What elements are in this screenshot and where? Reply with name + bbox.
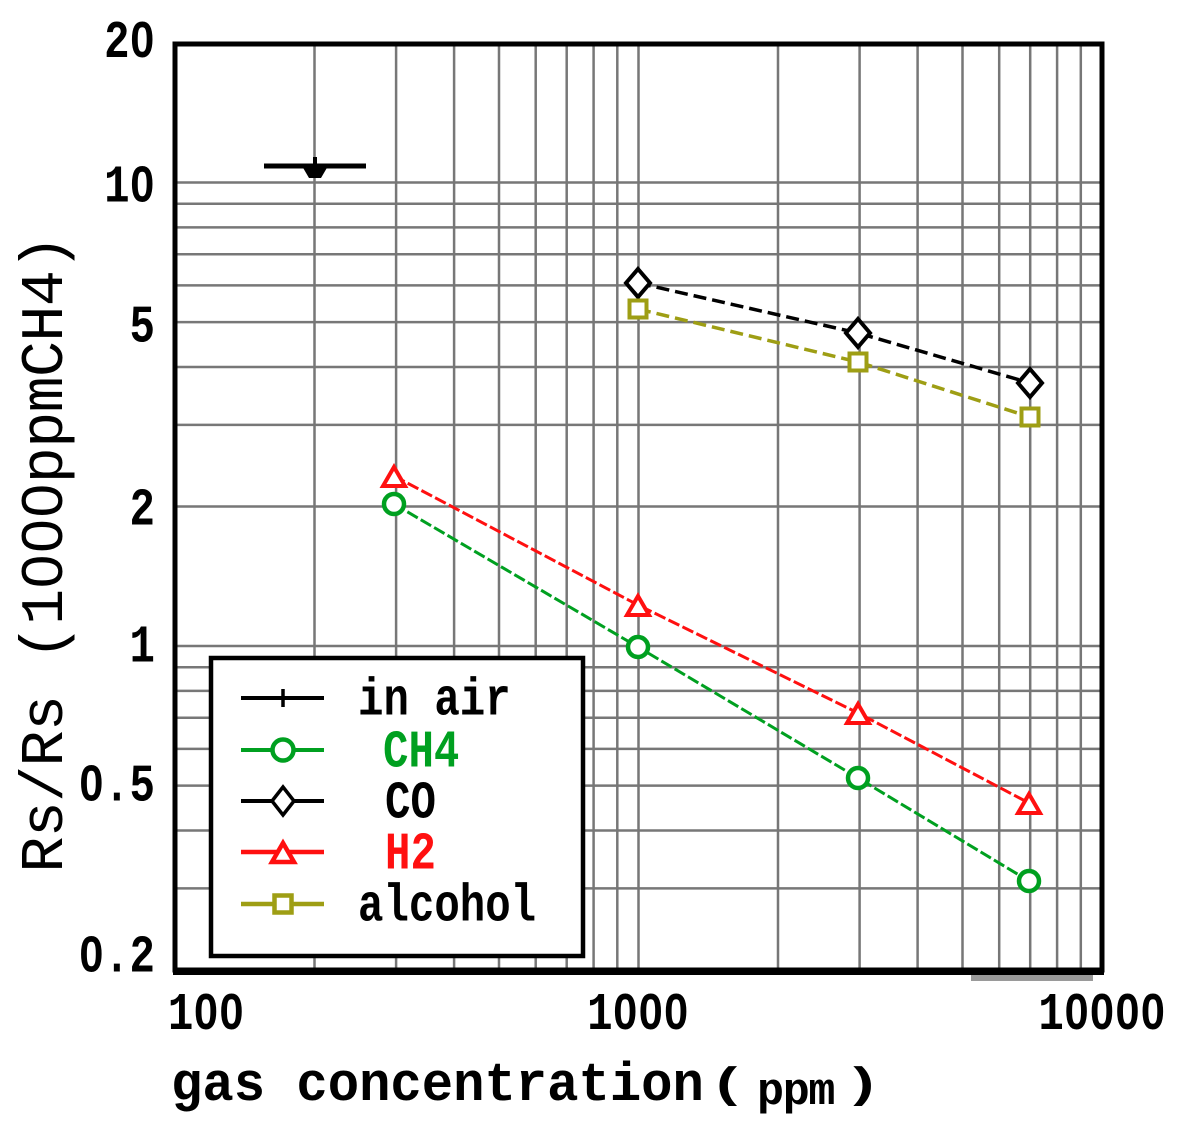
svg-text:1: 1 (130, 618, 155, 678)
svg-text:10000: 10000 (1038, 986, 1165, 1046)
svg-text:ppm: ppm (757, 1067, 834, 1118)
svg-text:(: ( (709, 1062, 746, 1111)
svg-text:gas concentration: gas concentration (171, 1055, 704, 1118)
svg-text:Rs/Rs (1000ppmCH4): Rs/Rs (1000ppmCH4) (13, 235, 81, 872)
svg-text:10: 10 (104, 158, 155, 218)
svg-text:H2: H2 (385, 825, 436, 885)
svg-text:alcohol: alcohol (358, 877, 536, 937)
svg-text:2: 2 (130, 481, 155, 541)
svg-text:CH4: CH4 (383, 723, 459, 783)
svg-text:100: 100 (168, 986, 244, 1046)
svg-text:0.5: 0.5 (79, 757, 155, 817)
svg-text:0.2: 0.2 (79, 928, 155, 988)
svg-text:1000: 1000 (587, 986, 689, 1046)
svg-text:CO: CO (385, 774, 436, 834)
svg-text:in air: in air (358, 671, 511, 731)
svg-text:): ) (844, 1062, 881, 1111)
svg-text:5: 5 (130, 298, 155, 358)
svg-text:20: 20 (104, 14, 155, 74)
